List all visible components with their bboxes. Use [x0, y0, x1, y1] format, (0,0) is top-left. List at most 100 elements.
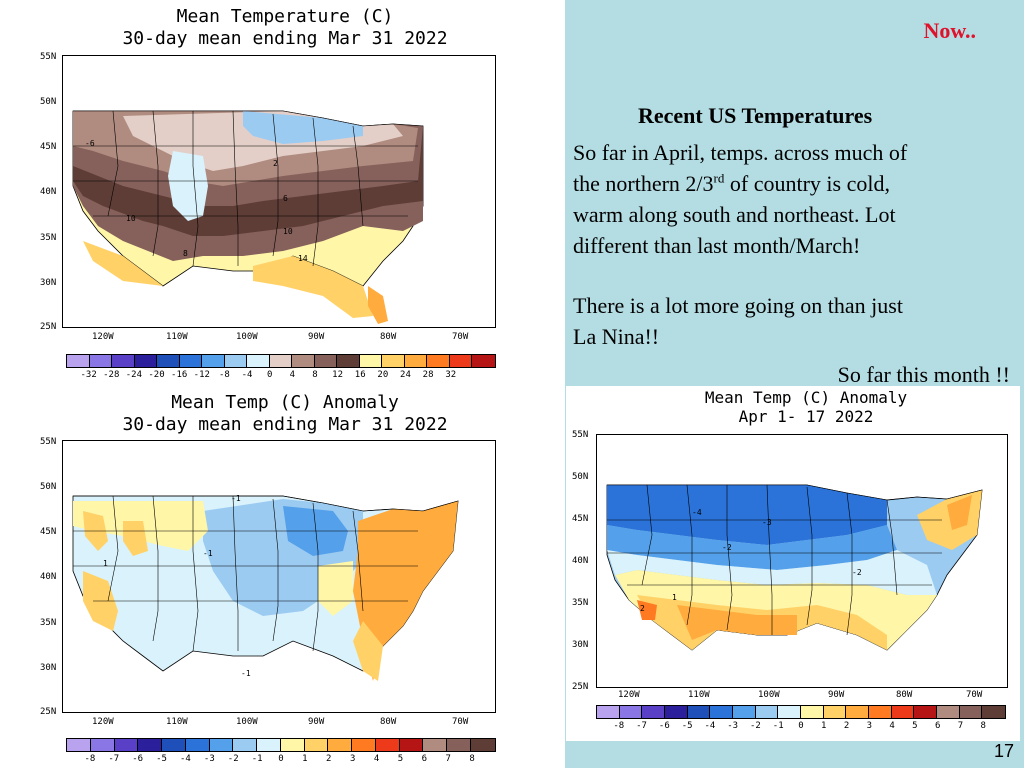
april-anomaly-contour-map: -4 -3 -2 -2 1 2 [597, 435, 1007, 687]
map-title: Mean Temp (C) Anomaly 30-day mean ending… [100, 392, 470, 436]
legend-tick-label: 28 [422, 370, 434, 380]
legend-swatch [233, 739, 258, 751]
legend-swatch [778, 706, 801, 718]
legend-swatch [112, 355, 135, 367]
lat-label: 25N [40, 707, 57, 717]
lon-label: 120W [618, 690, 640, 700]
legend-tick-label: 7 [445, 754, 451, 764]
legend-swatch [800, 706, 824, 718]
legend-tick-label: -4 [180, 754, 191, 764]
legend-tick-label: -1 [772, 721, 784, 731]
contour-label: -6 [85, 139, 95, 148]
body-line-part: the northern 2/3 [573, 171, 714, 196]
legend-tick-label: 6 [421, 754, 428, 764]
legend-swatch [162, 739, 186, 751]
legend-swatch [359, 355, 383, 367]
lon-label: 70W [452, 717, 469, 727]
legend-tick-label: 4 [289, 370, 296, 380]
april-anomaly-map: Mean Temp (C) Anomaly Apr 1- 17 2022 55N… [566, 386, 1020, 741]
legend-tick-label: -8 [218, 370, 230, 380]
lat-label: 30N [572, 640, 589, 650]
now-label: Now.. [923, 18, 976, 43]
lat-label: 25N [572, 682, 589, 692]
legend-swatch [89, 355, 113, 367]
map-title-line2: 30-day mean ending Mar 31 2022 [122, 28, 448, 49]
legend-swatch [179, 355, 203, 367]
lat-label: 30N [40, 278, 57, 288]
legend-tick-label: 32 [445, 370, 457, 380]
contour-label: -4 [692, 508, 702, 517]
legend-swatch [642, 706, 665, 718]
body-line: La Nina!! [573, 324, 660, 349]
map-title-line2: 30-day mean ending Mar 31 2022 [122, 414, 448, 435]
legend-swatch [352, 739, 376, 751]
legend-swatch [328, 739, 353, 751]
map-frame: -6 2 6 10 14 10 8 [62, 55, 496, 328]
contour-label: 10 [126, 214, 136, 223]
slide-title: Recent US Temperatures [638, 103, 873, 128]
legend-tick-label: -4 [704, 721, 716, 731]
legend-swatch [247, 355, 270, 367]
legend-tick-label: -6 [132, 754, 144, 764]
contour-label: 10 [283, 227, 293, 236]
map-frame: -1 -1 1 -1 [62, 440, 496, 713]
color-legend [66, 354, 496, 368]
legend-tick-label: 3 [349, 754, 356, 764]
lon-label: 90W [308, 717, 325, 727]
legend-tick-label: 12 [332, 370, 343, 380]
lat-label: 50N [40, 482, 57, 492]
legend-tick-label: -20 [148, 370, 165, 380]
legend-tick-label: 8 [469, 754, 475, 764]
legend-swatch [257, 739, 281, 751]
lon-label: 70W [452, 332, 469, 342]
legend-tick-label: 5 [912, 721, 918, 731]
contour-label: 2 [273, 159, 278, 168]
legend-tick-label: -7 [636, 721, 647, 731]
lat-label: 45N [40, 142, 57, 152]
contour-label: 1 [103, 559, 108, 568]
contour-label: -1 [203, 549, 213, 558]
left-map-panel: Mean Temperature (C) 30-day mean ending … [0, 0, 565, 768]
map-subtitle: So far this month !! [837, 362, 1010, 387]
legend-swatch [597, 706, 620, 718]
legend-tick-label: 5 [397, 754, 404, 764]
legend-tick-label: -24 [125, 370, 143, 380]
lon-label: 110W [688, 690, 710, 700]
legend-tick-label: -2 [750, 721, 761, 731]
lon-label: 80W [380, 717, 397, 727]
anomaly-contour-map: -1 -1 1 -1 [63, 441, 495, 712]
lat-label: 45N [40, 527, 57, 537]
legend-tick-labels: -8 -7 -6 -5 -4 -3 -2 -1 0 1 2 3 4 5 6 7 8 [596, 721, 1006, 733]
legend-swatch [337, 355, 360, 367]
legend-tick-label: -5 [156, 754, 167, 764]
legend-tick-label: 8 [312, 370, 318, 380]
legend-swatch [280, 739, 305, 751]
legend-swatch [157, 355, 180, 367]
legend-swatch [304, 739, 329, 751]
legend-tick-label: 6 [934, 721, 941, 731]
map-title-line1: Mean Temp (C) Anomaly [171, 392, 399, 413]
legend-tick-label: -2 [227, 754, 239, 764]
lon-label: 110W [166, 717, 188, 727]
legend-tick-label: -3 [727, 721, 739, 731]
legend-swatch [185, 739, 210, 751]
legend-tick-label: 0 [798, 721, 804, 731]
legend-tick-label: 8 [980, 721, 986, 731]
legend-tick-label: -28 [103, 370, 120, 380]
legend-swatch [687, 706, 711, 718]
lon-label: 90W [828, 690, 845, 700]
legend-tick-label: 0 [266, 370, 273, 380]
lat-label: 40N [40, 187, 57, 197]
lat-label: 25N [40, 322, 57, 332]
legend-swatch [472, 355, 495, 367]
legend-swatch [447, 739, 472, 751]
map-title-line1: Mean Temperature (C) [176, 6, 394, 27]
legend-swatch [868, 706, 892, 718]
lon-label: 70W [966, 690, 983, 700]
contour-label: -1 [231, 494, 241, 503]
legend-swatch [114, 739, 139, 751]
legend-swatch [90, 739, 115, 751]
lon-label: 80W [380, 332, 397, 342]
legend-swatch [823, 706, 847, 718]
map-title: Mean Temperature (C) 30-day mean ending … [100, 6, 470, 50]
